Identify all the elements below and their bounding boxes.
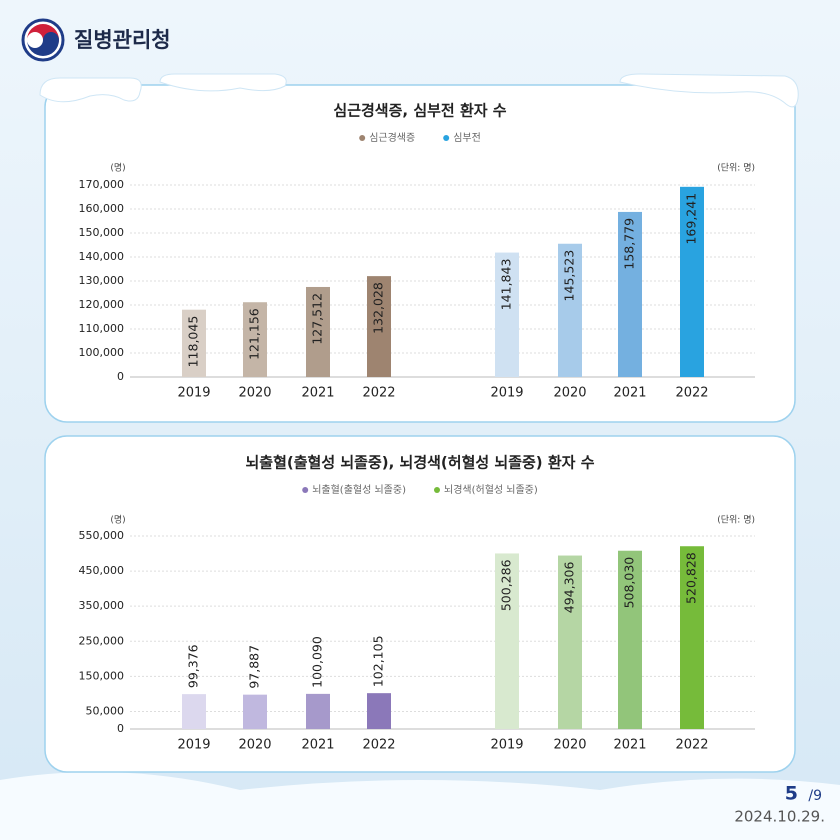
logo	[21, 18, 65, 62]
x-tick-label: 2020	[553, 738, 586, 753]
value-label: 508,030	[622, 557, 637, 609]
y-tick-label: 250,000	[79, 634, 125, 647]
x-tick-label: 2019	[177, 738, 210, 753]
y-tick-label: 170,000	[79, 178, 125, 191]
date: 2024.10.29.	[734, 808, 825, 826]
y-tick-label: 150,000	[79, 669, 125, 682]
value-label: 97,887	[247, 645, 262, 689]
legend-marker	[359, 135, 366, 141]
x-tick-label: 2021	[301, 738, 334, 753]
x-tick-label: 2019	[177, 386, 210, 401]
x-tick-label: 2021	[613, 386, 646, 401]
y-tick-label: 130,000	[79, 274, 125, 287]
bar	[618, 550, 642, 729]
bar	[182, 694, 206, 729]
legend-label: 심근경색증	[369, 131, 415, 144]
unit-note: (단위: 명)	[717, 163, 755, 174]
x-tick-label: 2019	[490, 386, 523, 401]
x-tick-label: 2020	[553, 386, 586, 401]
unit-note: (단위: 명)	[717, 515, 755, 526]
value-label: 500,286	[499, 559, 514, 611]
legend-marker	[443, 135, 450, 141]
x-tick-label: 2022	[675, 738, 708, 753]
legend-label: 뇌경색(허혈성 뇌졸중)	[444, 483, 538, 496]
bar	[558, 243, 582, 377]
chart-title: 심근경색증, 심부전 환자 수	[333, 102, 506, 120]
value-label: 127,512	[310, 293, 325, 345]
value-label: 118,045	[186, 316, 201, 368]
bar	[306, 286, 330, 377]
value-label: 520,828	[684, 552, 699, 604]
value-label: 494,306	[562, 562, 577, 614]
x-tick-label: 2020	[238, 386, 271, 401]
bar	[367, 693, 391, 729]
y-unit: (명)	[110, 515, 125, 526]
y-tick-label: 0	[117, 722, 124, 735]
value-label: 169,241	[684, 193, 699, 245]
y-tick-label: 150,000	[79, 226, 125, 239]
x-tick-label: 2022	[362, 738, 395, 753]
y-tick-label: 550,000	[79, 529, 125, 542]
y-tick-label: 100,000	[79, 346, 125, 359]
legend-marker	[434, 487, 440, 493]
y-tick-label: 0	[117, 370, 124, 383]
bar	[495, 252, 519, 377]
y-tick-label: 450,000	[79, 564, 125, 577]
snow-hills	[0, 772, 840, 840]
value-label: 141,843	[499, 259, 514, 311]
bar	[306, 693, 330, 729]
legend-label: 뇌출혈(출혈성 뇌졸중)	[312, 483, 406, 496]
x-tick-label: 2019	[490, 738, 523, 753]
page-total: /9	[808, 788, 822, 804]
x-tick-label: 2020	[238, 738, 271, 753]
value-label: 121,156	[247, 308, 262, 360]
bar	[182, 309, 206, 377]
card	[44, 84, 796, 423]
value-label: 158,779	[622, 218, 637, 270]
value-label: 100,090	[310, 636, 325, 688]
value-label: 145,523	[562, 250, 577, 302]
value-label: 99,376	[186, 644, 201, 688]
x-tick-label: 2022	[362, 386, 395, 401]
bar	[680, 546, 704, 729]
y-tick-label: 50,000	[86, 704, 125, 717]
y-tick-label: 160,000	[79, 202, 125, 215]
value-label: 132,028	[371, 282, 386, 334]
x-tick-label: 2022	[675, 386, 708, 401]
org-name: 질병관리청	[74, 28, 171, 52]
value-label: 102,105	[371, 635, 386, 687]
bar	[243, 302, 267, 377]
legend-marker	[302, 487, 309, 493]
x-tick-label: 2021	[301, 386, 334, 401]
bar	[495, 553, 519, 729]
y-tick-label: 110,000	[79, 322, 125, 335]
y-tick-label: 350,000	[79, 599, 125, 612]
bar	[243, 694, 267, 729]
y-tick-label: 140,000	[79, 250, 125, 263]
y-tick-label: 120,000	[79, 298, 125, 311]
bar	[680, 186, 704, 377]
bar	[618, 211, 642, 377]
snow-cap	[39, 73, 799, 108]
bar	[367, 276, 391, 377]
legend-label: 심부전	[453, 132, 481, 144]
y-unit: (명)	[110, 163, 125, 174]
x-tick-label: 2021	[613, 738, 646, 753]
card	[44, 435, 796, 773]
bar	[558, 555, 582, 729]
page-number: 5	[785, 783, 798, 805]
chart-title: 뇌출혈(출혈성 뇌졸중), 뇌경색(허혈성 뇌졸중) 환자 수	[245, 454, 594, 472]
